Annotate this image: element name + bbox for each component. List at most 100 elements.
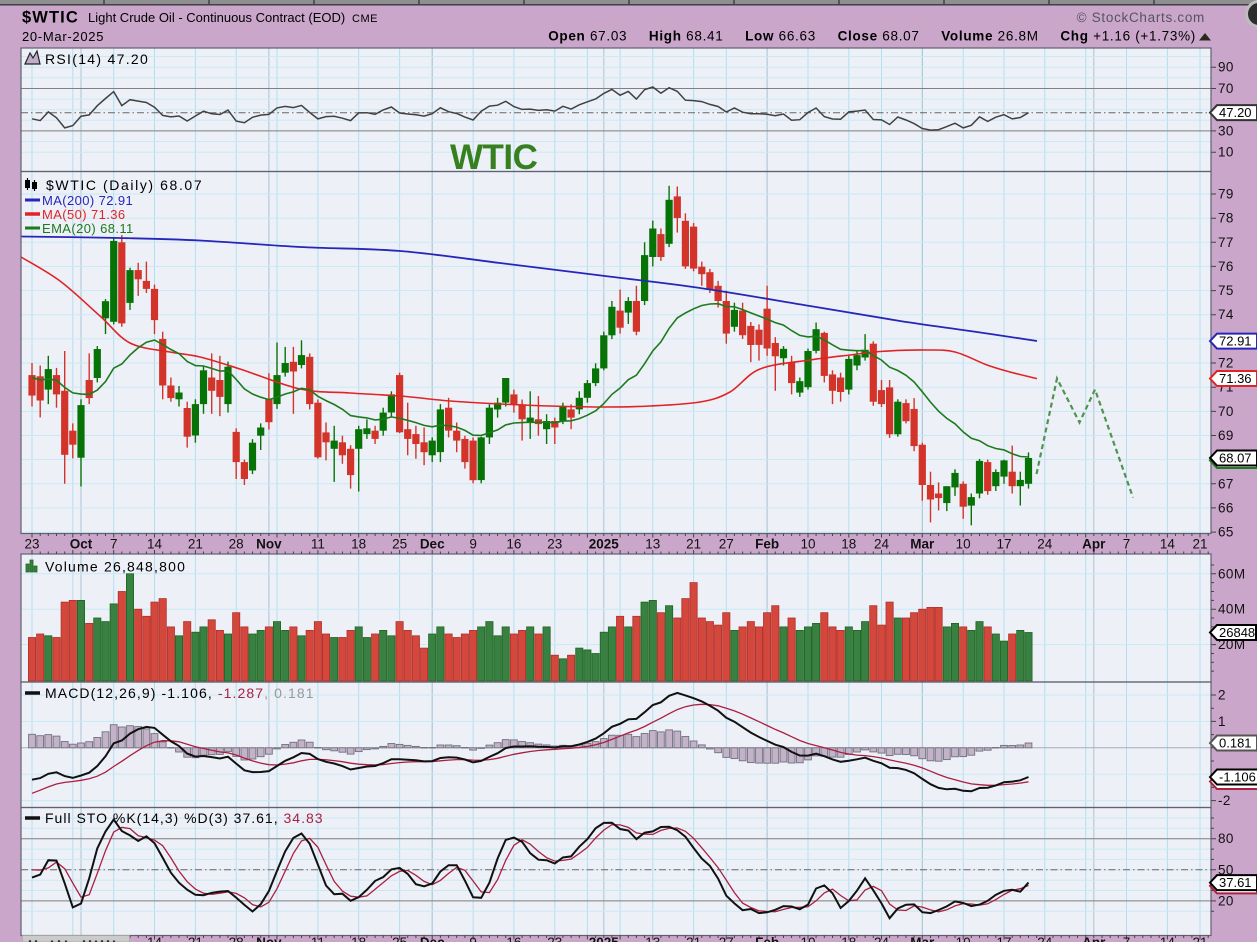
svg-text:2025: 2025 bbox=[589, 537, 620, 552]
svg-text:$WTIC: $WTIC bbox=[22, 9, 79, 27]
svg-text:16: 16 bbox=[506, 537, 521, 552]
svg-text:24: 24 bbox=[874, 935, 890, 942]
svg-text:18: 18 bbox=[841, 935, 856, 942]
svg-text:10: 10 bbox=[956, 935, 971, 942]
svg-text:14: 14 bbox=[147, 537, 163, 552]
svg-text:9: 9 bbox=[469, 935, 477, 942]
svg-text:10: 10 bbox=[1218, 145, 1234, 160]
svg-text:18: 18 bbox=[351, 537, 366, 552]
svg-text:21: 21 bbox=[1192, 935, 1207, 942]
svg-text:EMA(20) 68.11: EMA(20) 68.11 bbox=[42, 221, 134, 236]
svg-text:79: 79 bbox=[1218, 187, 1234, 202]
svg-text:75: 75 bbox=[1218, 283, 1234, 298]
svg-text:21: 21 bbox=[1192, 537, 1207, 552]
svg-text:Nov: Nov bbox=[256, 935, 282, 942]
svg-text:Open 67.03 High 68.41 Low 66: Open 67.03 High 68.41 Low 66.63 Close 68… bbox=[548, 29, 1196, 44]
svg-text:Apr: Apr bbox=[1082, 935, 1106, 942]
svg-text:Nov: Nov bbox=[256, 537, 282, 552]
svg-text:0.181: 0.181 bbox=[1219, 736, 1252, 751]
svg-text:28: 28 bbox=[229, 935, 244, 942]
svg-text:Mar: Mar bbox=[910, 935, 935, 942]
svg-text:18: 18 bbox=[351, 935, 366, 942]
svg-text:1: 1 bbox=[1218, 714, 1226, 729]
svg-text:11: 11 bbox=[311, 537, 325, 552]
svg-text:14: 14 bbox=[1160, 935, 1176, 942]
svg-text:20-Mar-2025: 20-Mar-2025 bbox=[22, 29, 104, 44]
svg-text:Full STO %K(14,3) %D(3) 37.61,: Full STO %K(14,3) %D(3) 37.61, 34.83 bbox=[45, 810, 324, 826]
svg-text:24: 24 bbox=[1037, 537, 1053, 552]
svg-text:24: 24 bbox=[1037, 935, 1053, 942]
svg-text:23: 23 bbox=[547, 537, 562, 552]
svg-text:24: 24 bbox=[874, 537, 890, 552]
svg-text:21: 21 bbox=[188, 935, 203, 942]
svg-text:67: 67 bbox=[1218, 476, 1234, 491]
svg-text:11: 11 bbox=[311, 935, 325, 942]
svg-text:25: 25 bbox=[392, 935, 407, 942]
svg-text:66: 66 bbox=[1218, 501, 1234, 516]
svg-text:10: 10 bbox=[800, 935, 815, 942]
svg-text:7: 7 bbox=[110, 537, 118, 552]
svg-text:26848: 26848 bbox=[1219, 625, 1255, 640]
svg-text:9: 9 bbox=[469, 537, 477, 552]
svg-text:76: 76 bbox=[1218, 259, 1234, 274]
svg-text:14: 14 bbox=[1160, 537, 1176, 552]
svg-text:Volume 26,848,800: Volume 26,848,800 bbox=[45, 559, 186, 575]
svg-text:14: 14 bbox=[147, 935, 163, 942]
svg-text:74: 74 bbox=[1218, 307, 1234, 322]
svg-text:16: 16 bbox=[506, 935, 521, 942]
svg-text:17: 17 bbox=[996, 935, 1011, 942]
svg-text:© StockCharts.com: © StockCharts.com bbox=[1077, 10, 1205, 25]
svg-text:Dec: Dec bbox=[420, 935, 445, 942]
svg-text:90: 90 bbox=[1218, 60, 1234, 75]
svg-text:Light Crude Oil - Continuous C: Light Crude Oil - Continuous Contract (E… bbox=[88, 10, 345, 25]
svg-text:13: 13 bbox=[645, 537, 660, 552]
svg-text:50: 50 bbox=[1218, 862, 1234, 877]
svg-text:47.20: 47.20 bbox=[1219, 105, 1252, 120]
svg-text:65: 65 bbox=[1218, 525, 1234, 540]
svg-text:-1.106: -1.106 bbox=[1219, 770, 1256, 785]
svg-text:68.07: 68.07 bbox=[1219, 451, 1252, 466]
svg-text:80: 80 bbox=[1218, 831, 1234, 846]
svg-text:10: 10 bbox=[800, 537, 815, 552]
svg-text:23: 23 bbox=[24, 537, 39, 552]
svg-text:Feb: Feb bbox=[755, 537, 779, 552]
svg-text:37.61: 37.61 bbox=[1219, 875, 1252, 890]
svg-text:17: 17 bbox=[996, 537, 1011, 552]
svg-text:Mar: Mar bbox=[910, 537, 935, 552]
svg-text:2025: 2025 bbox=[589, 935, 620, 942]
svg-text:25: 25 bbox=[392, 537, 407, 552]
svg-text:30: 30 bbox=[1218, 123, 1234, 138]
svg-text:7: 7 bbox=[1123, 935, 1131, 942]
svg-text:MA(200) 72.91: MA(200) 72.91 bbox=[42, 193, 133, 208]
svg-text:69: 69 bbox=[1218, 428, 1234, 443]
svg-text:27: 27 bbox=[719, 537, 734, 552]
svg-text:Apr: Apr bbox=[1082, 537, 1106, 552]
svg-text:13: 13 bbox=[645, 935, 660, 942]
svg-text:WTIC: WTIC bbox=[450, 138, 538, 177]
svg-text:70: 70 bbox=[1218, 404, 1234, 419]
svg-text:18: 18 bbox=[841, 537, 856, 552]
svg-text:2: 2 bbox=[1218, 688, 1226, 703]
svg-text:20: 20 bbox=[1218, 893, 1234, 908]
svg-text:CME: CME bbox=[352, 13, 378, 25]
svg-text:71.36: 71.36 bbox=[1219, 371, 1252, 386]
svg-text:77: 77 bbox=[1218, 235, 1234, 250]
svg-text:70: 70 bbox=[1218, 81, 1234, 96]
svg-text:MACD(12,26,9) -1.106, -1.287,: MACD(12,26,9) -1.106, -1.287, 0.181 bbox=[45, 685, 315, 701]
svg-text:40M: 40M bbox=[1218, 602, 1245, 617]
svg-text:21: 21 bbox=[686, 537, 701, 552]
svg-text:Dec: Dec bbox=[420, 537, 445, 552]
svg-text:78: 78 bbox=[1218, 211, 1234, 226]
svg-text:Feb: Feb bbox=[755, 935, 779, 942]
svg-text:72: 72 bbox=[1218, 356, 1234, 371]
svg-text:RSI(14) 47.20: RSI(14) 47.20 bbox=[45, 51, 149, 67]
svg-text:23: 23 bbox=[547, 935, 562, 942]
svg-text:Oct: Oct bbox=[70, 537, 93, 552]
svg-text:27: 27 bbox=[719, 935, 734, 942]
svg-text:21: 21 bbox=[188, 537, 203, 552]
svg-text:$WTIC (Daily) 68.07: $WTIC (Daily) 68.07 bbox=[46, 177, 203, 193]
svg-text:28: 28 bbox=[229, 537, 244, 552]
svg-text:72.91: 72.91 bbox=[1219, 334, 1252, 349]
svg-text:7: 7 bbox=[1123, 537, 1131, 552]
svg-text:MA(50) 71.36: MA(50) 71.36 bbox=[42, 207, 126, 222]
